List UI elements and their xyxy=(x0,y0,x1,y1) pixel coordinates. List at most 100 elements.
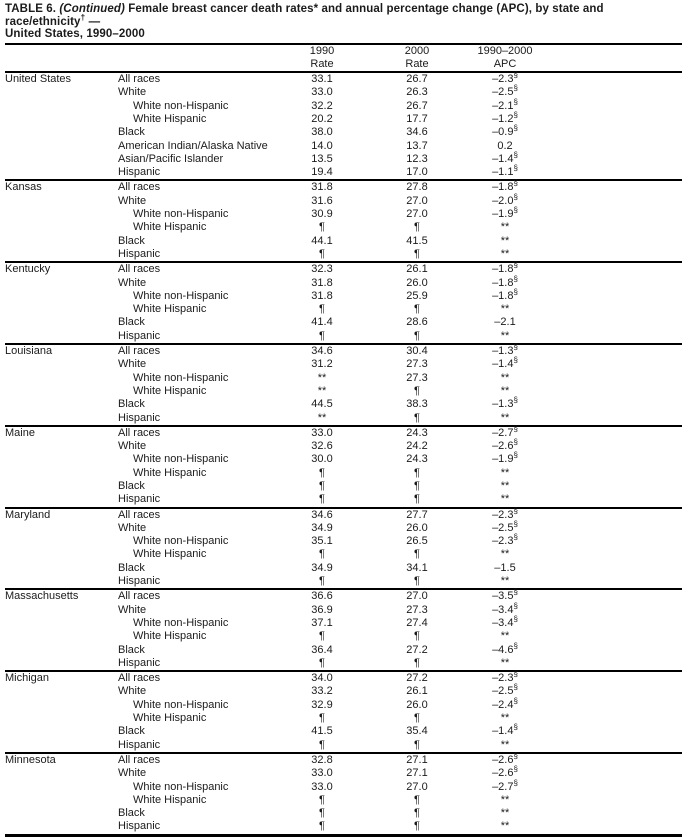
filler-cell xyxy=(545,820,682,835)
state-cell xyxy=(5,562,118,575)
state-cell xyxy=(5,467,118,480)
filler-cell xyxy=(545,604,682,617)
header-apc-label: APC xyxy=(493,57,517,70)
filler-cell xyxy=(545,440,682,453)
rate-1990-cell: ** xyxy=(317,411,327,424)
apc-cell: –1.9§ xyxy=(492,450,518,466)
header-state-cell xyxy=(5,44,118,73)
rate-1990-cell: 14.0 xyxy=(311,139,333,152)
header-race-cell xyxy=(118,44,275,73)
state-cell: Minnesota xyxy=(5,751,118,768)
significance-footnote-marker: § xyxy=(513,287,518,297)
rate-2000-cell: 26.7 xyxy=(406,99,428,112)
apc-cell: –1.4§ xyxy=(492,150,518,165)
state-cell: Massachusetts xyxy=(5,588,118,604)
filler-cell xyxy=(545,588,682,604)
filler-cell xyxy=(545,522,682,535)
race-ethnicity-cell: Black xyxy=(118,126,145,139)
state-cell: Louisiana xyxy=(5,343,118,359)
table-row: White non-Hispanic 37.1 27.4 –3.4§ xyxy=(5,614,682,630)
rate-2000-cell: 27.2 xyxy=(369,670,465,686)
rate-2000-cell: ¶ xyxy=(414,548,420,561)
apc-cell: –1.9§ xyxy=(492,205,518,221)
rate-2000-cell: ¶ xyxy=(414,384,420,397)
race-ethnicity-cell: White Hispanic xyxy=(133,303,207,316)
apc-cell: –2.1 xyxy=(494,316,516,329)
significance-footnote-marker: § xyxy=(513,532,518,542)
state-cell xyxy=(5,493,118,507)
apc-cell: –3.4§ xyxy=(492,614,518,629)
rate-2000-cell: 26.3 xyxy=(406,86,428,99)
state-cell xyxy=(5,86,118,99)
apc-cell: –2.5§ xyxy=(492,682,518,698)
table-row: White non-Hispanic 30.9 27.0 –1.9§ xyxy=(5,205,682,221)
race-ethnicity-cell: All races xyxy=(118,71,275,87)
rate-2000-cell: 27.1 xyxy=(369,751,465,768)
race-ethnicity-cell: White xyxy=(118,521,147,534)
filler-cell xyxy=(545,644,682,657)
rate-2000-cell: 26.5 xyxy=(406,535,428,548)
apc-cell: ** xyxy=(500,384,510,397)
apc-cell: ** xyxy=(500,493,510,506)
rate-2000-cell: 30.4 xyxy=(369,343,465,359)
table-row: Hispanic ¶ ¶ ** xyxy=(5,330,682,344)
filler-cell xyxy=(545,562,682,575)
table-row: Black 44.1 41.5 ** xyxy=(5,235,682,248)
table-row: Minnesota All races 32.8 27.1 –2.6§ xyxy=(5,751,682,768)
rate-2000-cell: 25.9 xyxy=(406,289,428,302)
rate-2000-cell: ¶ xyxy=(414,738,420,751)
significance-footnote-marker: § xyxy=(513,587,518,597)
table-row: White Hispanic ¶ ¶ ** xyxy=(5,303,682,316)
rate-1990-cell: 33.0 xyxy=(275,424,369,441)
significance-footnote-marker: § xyxy=(513,519,518,529)
race-ethnicity-cell: Hispanic xyxy=(118,738,161,751)
rate-1990-cell: 41.4 xyxy=(311,316,333,329)
race-ethnicity-cell: All races xyxy=(118,179,275,195)
race-ethnicity-cell: Black xyxy=(118,643,145,656)
header-filler-cell xyxy=(545,44,682,73)
rate-2000-cell: 12.3 xyxy=(406,152,428,165)
race-ethnicity-cell: Hispanic xyxy=(118,575,161,588)
state-cell xyxy=(5,221,118,234)
apc-cell: ** xyxy=(500,820,510,833)
table-title: TABLE 6. (Continued) Female breast cance… xyxy=(5,3,683,41)
rate-1990-cell: 32.3 xyxy=(275,261,369,277)
filler-cell xyxy=(545,126,682,139)
state-cell xyxy=(5,604,118,617)
significance-footnote-marker: § xyxy=(513,640,518,650)
significance-footnote-marker: § xyxy=(513,450,518,460)
filler-cell xyxy=(545,412,682,426)
rate-1990-cell: 36.9 xyxy=(311,603,333,616)
filler-cell xyxy=(545,343,682,359)
state-cell xyxy=(5,453,118,466)
apc-cell: ** xyxy=(500,234,510,247)
rate-1990-cell: 33.2 xyxy=(311,685,333,698)
rate-1990-cell: 34.9 xyxy=(311,561,333,574)
table-row: White non-Hispanic 32.9 26.0 –2.4§ xyxy=(5,697,682,712)
state-cell xyxy=(5,290,118,303)
apc-cell: ** xyxy=(500,466,510,479)
filler-cell xyxy=(545,385,682,398)
race-ethnicity-cell: Black xyxy=(118,807,145,820)
race-ethnicity-cell: Black xyxy=(118,316,145,329)
table-row: White non-Hispanic 31.8 25.9 –1.8§ xyxy=(5,287,682,303)
table-row: White Hispanic ¶ ¶ ** xyxy=(5,794,682,807)
state-cell xyxy=(5,153,118,166)
apc-cell: –2.3§ xyxy=(465,506,545,522)
table-row: Hispanic ¶ ¶ ** xyxy=(5,575,682,589)
rate-2000-cell: 27.0 xyxy=(406,208,428,221)
race-ethnicity-cell: All races xyxy=(118,506,275,522)
state-cell: Maine xyxy=(5,424,118,441)
rate-1990-cell: ** xyxy=(317,371,327,384)
filler-cell xyxy=(545,235,682,248)
rate-2000-cell: 24.3 xyxy=(369,424,465,441)
state-cell xyxy=(5,781,118,794)
state-cell xyxy=(5,330,118,344)
table-row: White 33.0 27.1 –2.6§ xyxy=(5,765,682,780)
filler-cell xyxy=(545,781,682,794)
apc-cell: –2.6§ xyxy=(465,752,545,768)
filler-cell xyxy=(545,493,682,507)
filler-cell xyxy=(545,330,682,344)
table-row: Black 44.5 38.3 –1.3§ xyxy=(5,396,682,411)
rate-2000-cell: 17.0 xyxy=(406,166,428,179)
